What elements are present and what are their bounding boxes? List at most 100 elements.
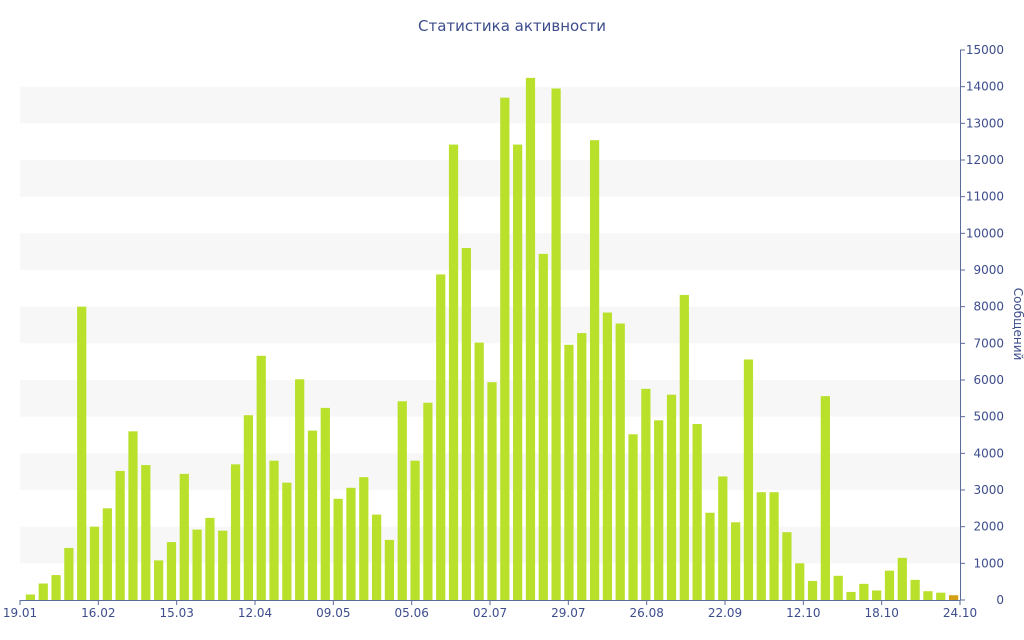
x-tick-label: 19.01 bbox=[3, 606, 37, 620]
bar bbox=[731, 522, 741, 600]
bar bbox=[615, 323, 625, 600]
bar bbox=[795, 563, 805, 600]
x-tick-label: 05.06 bbox=[394, 606, 428, 620]
y-tick-label: 2000 bbox=[973, 520, 1004, 534]
bar bbox=[397, 401, 407, 600]
bar bbox=[897, 557, 907, 600]
grid-band bbox=[20, 233, 960, 270]
bar bbox=[461, 248, 471, 600]
x-tick-label: 12.04 bbox=[238, 606, 272, 620]
bar bbox=[884, 570, 895, 600]
bar bbox=[77, 306, 87, 600]
bar bbox=[872, 590, 882, 600]
y-tick-label: 6000 bbox=[973, 373, 1004, 387]
bar bbox=[654, 420, 664, 600]
bar bbox=[320, 407, 330, 600]
bar bbox=[846, 591, 856, 600]
grid-band bbox=[20, 160, 960, 197]
bar bbox=[577, 333, 587, 600]
y-tick-label: 0 bbox=[996, 593, 1004, 607]
grid-band bbox=[20, 306, 960, 344]
y-axis-label: Сообщений bbox=[1011, 288, 1024, 361]
x-tick-label: 26.08 bbox=[629, 606, 663, 620]
y-tick-label: 11000 bbox=[966, 190, 1004, 204]
bar bbox=[769, 492, 779, 600]
chart-title: Статистика активности bbox=[418, 17, 606, 35]
x-tick-label: 24.10 bbox=[943, 606, 977, 620]
bar bbox=[910, 579, 920, 600]
bar bbox=[359, 477, 369, 600]
bar bbox=[525, 77, 536, 601]
bar bbox=[230, 464, 241, 600]
grid-band bbox=[20, 86, 960, 124]
bar bbox=[102, 508, 112, 600]
bar bbox=[602, 312, 613, 600]
y-tick-label: 10000 bbox=[966, 226, 1004, 240]
bar bbox=[166, 542, 177, 600]
x-tick-label: 22.09 bbox=[708, 606, 742, 620]
bar bbox=[820, 396, 830, 600]
bar bbox=[384, 539, 395, 600]
y-axis: 0 1000 2000 3000 4000 5000 6000 7000 8000 9000 100… bbox=[960, 43, 1004, 607]
y-tick-label: 14000 bbox=[966, 80, 1004, 94]
grid-bands bbox=[20, 86, 960, 564]
x-tick-label: 09.05 bbox=[316, 606, 350, 620]
bar bbox=[141, 465, 151, 600]
bar bbox=[128, 431, 138, 600]
bar bbox=[705, 512, 715, 600]
bar bbox=[282, 482, 292, 600]
bar bbox=[948, 595, 959, 600]
x-tick-label: 29.07 bbox=[551, 606, 585, 620]
bar bbox=[500, 97, 510, 601]
bar bbox=[692, 424, 702, 600]
y-tick-label: 9000 bbox=[973, 263, 1004, 277]
y-tick-label: 12000 bbox=[966, 153, 1004, 167]
y-tick-label: 5000 bbox=[973, 410, 1004, 424]
bar bbox=[628, 434, 638, 600]
bar bbox=[474, 342, 484, 600]
x-tick-label: 02.07 bbox=[473, 606, 507, 620]
bars-group bbox=[25, 77, 959, 601]
bar bbox=[115, 470, 125, 600]
bar bbox=[205, 517, 215, 600]
bar bbox=[38, 583, 48, 600]
bar bbox=[859, 583, 869, 600]
bar bbox=[436, 274, 446, 600]
bar bbox=[538, 253, 548, 600]
bar bbox=[487, 382, 497, 600]
bar bbox=[718, 476, 728, 600]
y-tick-label: 8000 bbox=[973, 300, 1004, 314]
bar bbox=[89, 526, 100, 600]
bar bbox=[782, 532, 792, 600]
bar bbox=[589, 140, 600, 600]
bar bbox=[346, 487, 356, 600]
y-tick-label: 1000 bbox=[973, 556, 1004, 570]
y-tick-label: 13000 bbox=[966, 116, 1004, 130]
bar bbox=[423, 402, 433, 600]
bar bbox=[756, 492, 766, 600]
bar bbox=[295, 379, 305, 600]
bar bbox=[807, 580, 818, 600]
x-tick-label: 12.10 bbox=[786, 606, 820, 620]
bar bbox=[243, 415, 253, 600]
bar bbox=[25, 594, 36, 600]
bar bbox=[666, 394, 677, 600]
y-tick-label: 3000 bbox=[973, 483, 1004, 497]
bar bbox=[833, 575, 843, 600]
bar bbox=[179, 473, 189, 600]
bar bbox=[923, 591, 933, 600]
bar bbox=[936, 592, 946, 600]
bar bbox=[51, 575, 61, 600]
bar bbox=[154, 560, 164, 600]
bar bbox=[448, 144, 459, 600]
bar bbox=[64, 547, 74, 600]
bar bbox=[743, 359, 754, 600]
bar bbox=[513, 144, 523, 600]
y-tick-label: 15000 bbox=[966, 43, 1004, 57]
bar bbox=[564, 344, 574, 600]
bar bbox=[269, 460, 279, 600]
bar bbox=[679, 294, 689, 600]
x-axis: 19.01 16.02 15.03 12.04 09.05 05.06 02.07 29.07… bbox=[3, 600, 977, 620]
